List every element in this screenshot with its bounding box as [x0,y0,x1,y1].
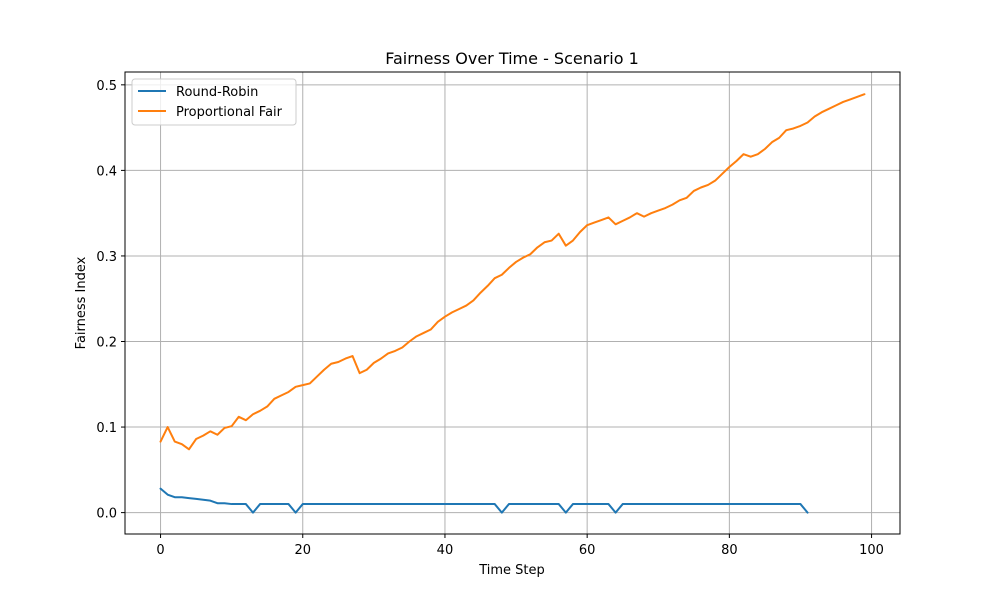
series-line-proportional-fair [159,93,866,451]
y-axis-label: Fairness Index [74,256,89,349]
chart-title: Fairness Over Time - Scenario 1 [385,49,639,68]
legend: Round-Robin Proportional Fair [131,78,297,126]
y-tick-label: 0.4 [96,164,117,179]
y-axis: 0.0 0.1 0.2 0.3 0.4 0.5 [96,79,125,522]
x-tick-label: 80 [721,543,738,558]
legend-box [131,78,297,126]
grid [125,72,900,534]
y-tick-label: 0.2 [96,336,117,351]
y-tick-label: 0.3 [96,250,117,265]
y-tick-label: 0.5 [96,79,117,94]
y-tick-label: 0.1 [96,421,117,436]
legend-label-round-robin: Round-Robin [176,85,258,100]
series-line-round-robin [159,487,809,514]
plot-area [124,71,901,535]
series-layer [159,93,866,514]
x-tick-label: 0 [156,543,164,558]
x-axis-label: Time Step [478,563,545,578]
y-tick-label: 0.0 [96,507,117,522]
legend-label-proportional-fair: Proportional Fair [176,105,283,120]
x-tick-label: 60 [579,543,596,558]
x-tick-label: 40 [437,543,454,558]
x-tick-label: 20 [294,543,311,558]
x-tick-label: 100 [859,543,884,558]
x-axis: 0 20 40 60 80 100 [156,534,884,558]
